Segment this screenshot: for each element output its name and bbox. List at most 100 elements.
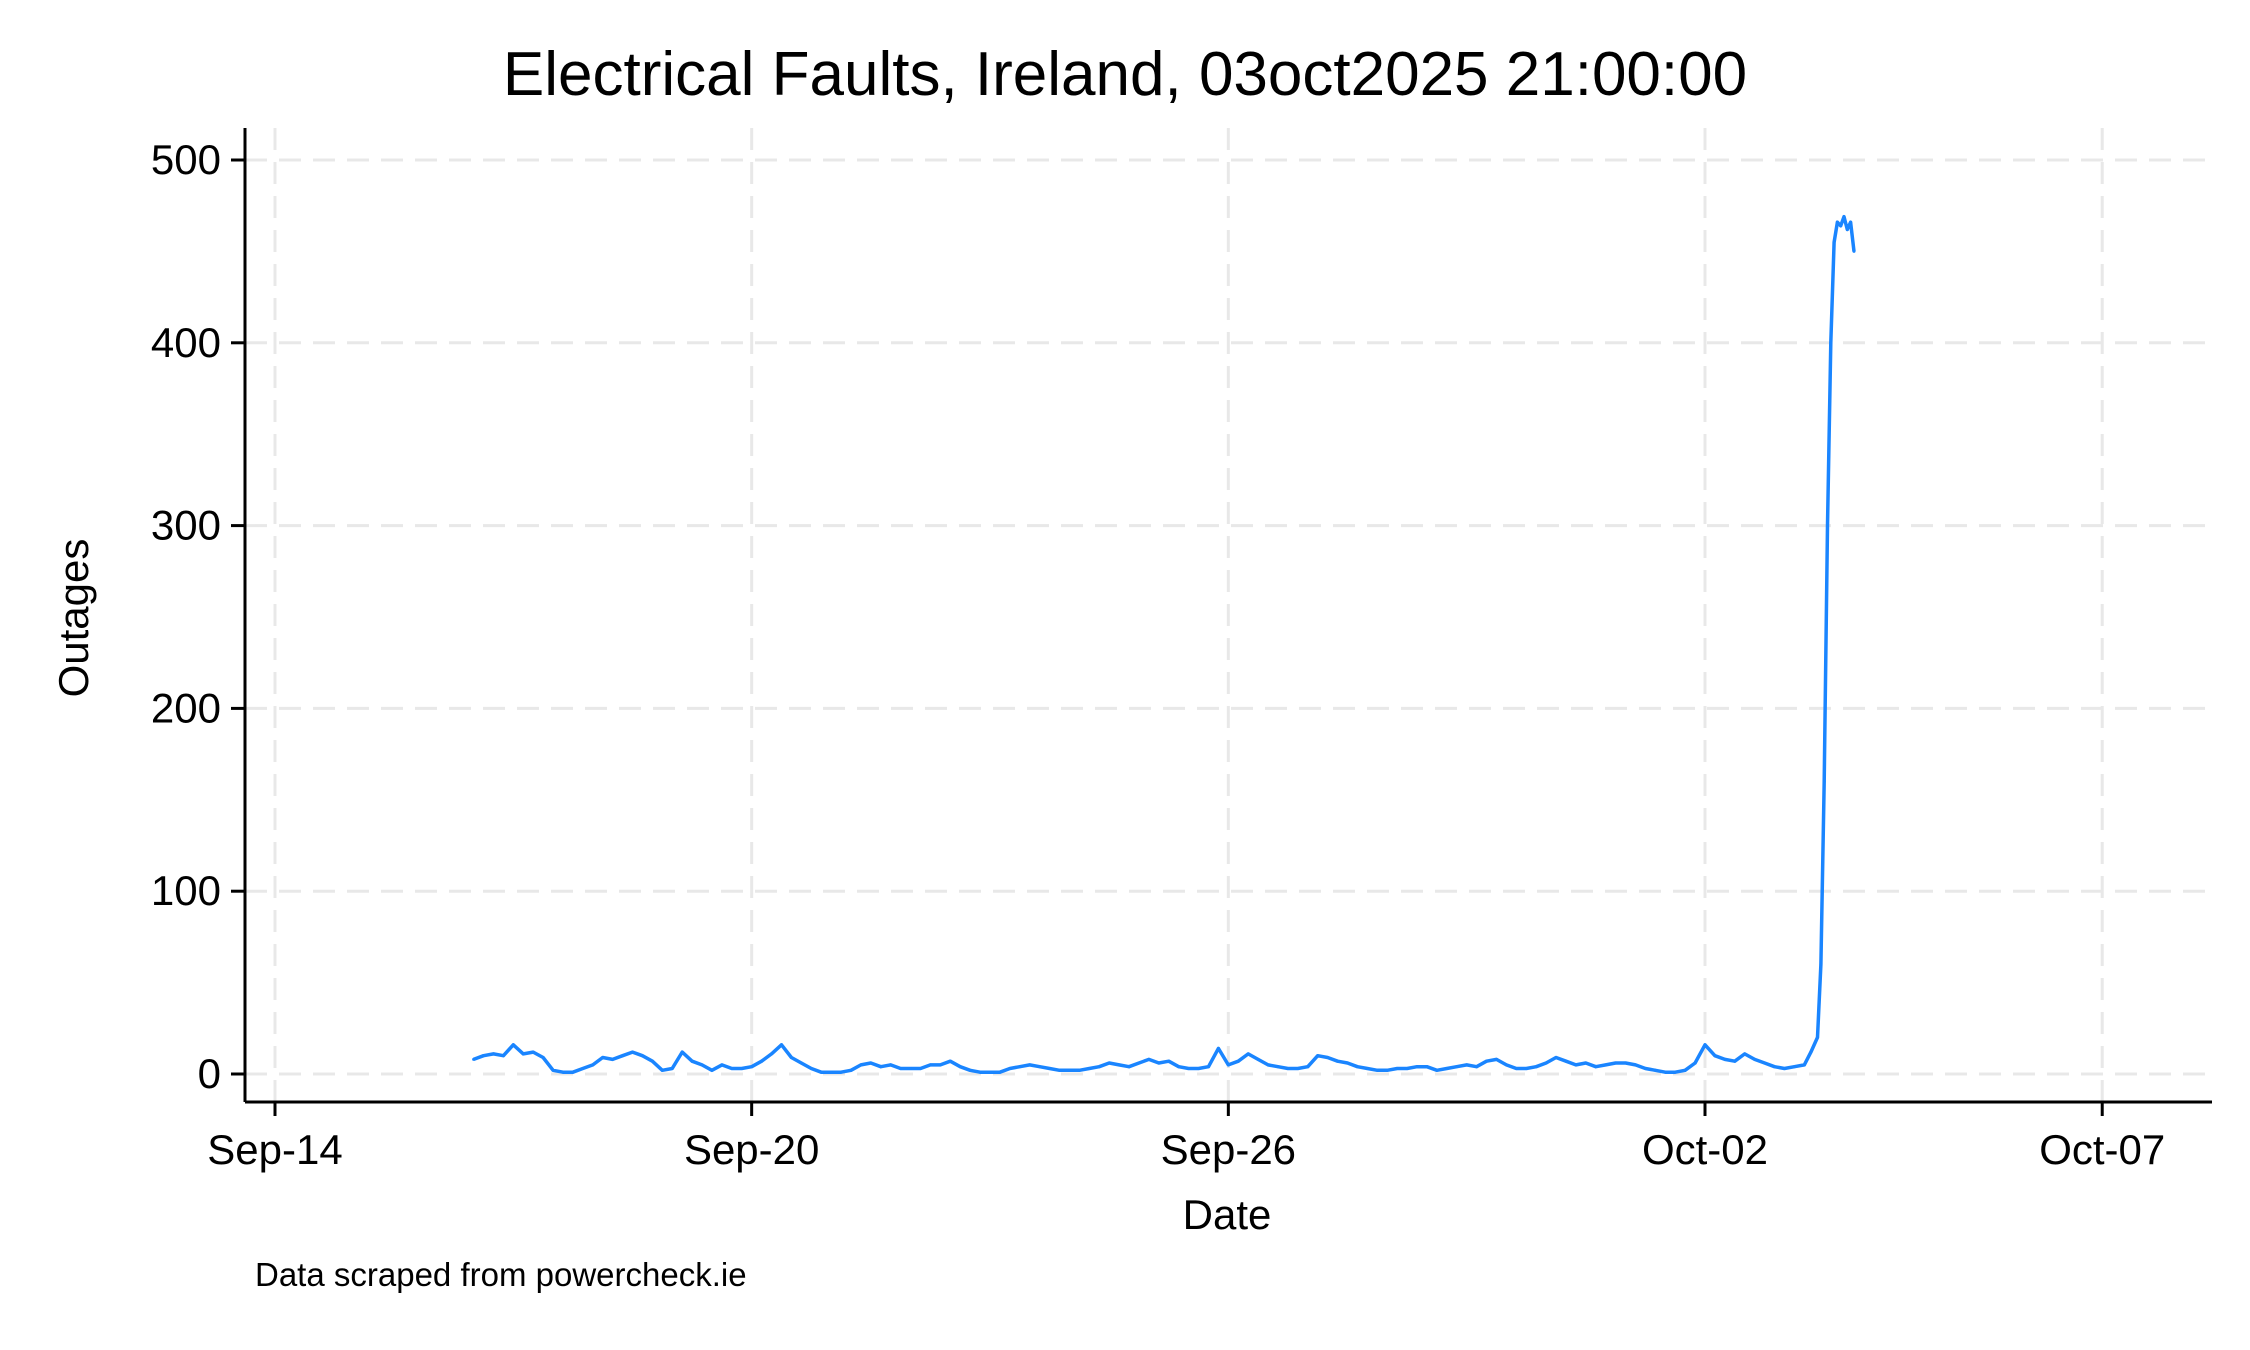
data-points <box>472 215 1856 1074</box>
data-point-30 <box>770 1052 773 1056</box>
x-axis-ticks: Sep-14 Sep-20 Sep-26 Oct-02 Oct-07 <box>207 1102 2165 1173</box>
data-point-4 <box>511 1043 515 1047</box>
data-point-132 <box>1782 1067 1786 1070</box>
data-point-68 <box>1147 1057 1151 1061</box>
data-point-120 <box>1663 1070 1667 1074</box>
data-point-29 <box>760 1059 764 1063</box>
data-point-45 <box>919 1067 922 1070</box>
data-point-1 <box>482 1054 485 1058</box>
data-point-7 <box>541 1056 545 1059</box>
data-point-40 <box>869 1061 873 1065</box>
data-point-22 <box>690 1059 694 1063</box>
data-point-87 <box>1336 1059 1340 1063</box>
data-point-96 <box>1425 1065 1429 1069</box>
data-point-111 <box>1574 1063 1578 1067</box>
data-point-125 <box>1713 1054 1717 1058</box>
y-axis-label: Outages <box>50 539 97 698</box>
data-point-25 <box>720 1063 724 1067</box>
data-point-129 <box>1753 1057 1757 1061</box>
data-point-127 <box>1733 1059 1737 1063</box>
data-point-81 <box>1276 1065 1280 1069</box>
chart-title: Electrical Faults, Ireland, 03oct2025 21… <box>503 40 1747 109</box>
data-point-2 <box>492 1052 495 1056</box>
series-line-outages <box>472 214 1856 1074</box>
data-point-10 <box>571 1070 575 1074</box>
data-point-16 <box>631 1050 634 1054</box>
x-tick-label-Oct-07: Oct-07 <box>2039 1126 2165 1173</box>
data-point-126 <box>1723 1057 1727 1061</box>
data-point-122 <box>1683 1068 1687 1072</box>
data-point-63 <box>1097 1065 1101 1069</box>
data-point-121 <box>1673 1070 1677 1074</box>
data-point-108 <box>1544 1061 1548 1065</box>
data-point-76 <box>1226 1063 1230 1067</box>
data-point-33 <box>799 1061 803 1065</box>
data-point-55 <box>1018 1065 1022 1069</box>
data-point-144 <box>1842 215 1846 219</box>
data-point-62 <box>1087 1067 1091 1070</box>
data-point-28 <box>750 1065 754 1069</box>
data-point-110 <box>1564 1059 1568 1063</box>
data-point-71 <box>1177 1065 1181 1069</box>
data-point-128 <box>1743 1052 1747 1056</box>
data-point-86 <box>1326 1056 1330 1059</box>
data-point-131 <box>1773 1065 1776 1069</box>
data-point-92 <box>1385 1068 1389 1072</box>
data-point-37 <box>839 1070 843 1074</box>
data-point-61 <box>1077 1068 1081 1072</box>
data-point-19 <box>660 1068 664 1072</box>
data-point-109 <box>1554 1056 1558 1059</box>
data-point-60 <box>1067 1068 1071 1072</box>
data-point-41 <box>879 1065 883 1069</box>
data-point-117 <box>1634 1063 1637 1067</box>
data-point-17 <box>640 1054 644 1058</box>
data-point-114 <box>1604 1063 1608 1067</box>
data-point-115 <box>1614 1061 1618 1065</box>
data-point-49 <box>958 1065 962 1069</box>
data-point-18 <box>650 1059 654 1063</box>
data-point-84 <box>1306 1065 1310 1069</box>
data-point-97 <box>1435 1068 1439 1072</box>
y-tick-label-200: 200 <box>151 684 221 731</box>
data-point-35 <box>819 1070 823 1074</box>
data-point-105 <box>1514 1067 1518 1070</box>
data-point-70 <box>1167 1059 1171 1063</box>
x-tick-label-Sep-14: Sep-14 <box>207 1126 342 1173</box>
data-point-8 <box>551 1068 555 1072</box>
data-point-36 <box>829 1070 833 1074</box>
data-point-136 <box>1816 1035 1819 1039</box>
data-point-14 <box>611 1057 615 1061</box>
data-point-3 <box>501 1054 505 1058</box>
data-point-78 <box>1246 1052 1250 1056</box>
data-point-27 <box>740 1067 744 1070</box>
data-point-72 <box>1187 1067 1191 1070</box>
data-point-140 <box>1829 341 1833 345</box>
data-point-147 <box>1852 249 1856 253</box>
data-point-73 <box>1197 1067 1200 1070</box>
data-point-139 <box>1826 524 1829 528</box>
x-axis-label: Date <box>1183 1191 1272 1238</box>
data-point-39 <box>859 1063 863 1067</box>
data-point-130 <box>1763 1061 1767 1065</box>
data-point-124 <box>1703 1043 1707 1047</box>
data-point-107 <box>1534 1065 1538 1069</box>
data-point-145 <box>1845 228 1849 231</box>
data-point-59 <box>1058 1068 1061 1072</box>
data-point-137 <box>1819 962 1823 966</box>
data-point-141 <box>1832 240 1836 244</box>
data-point-116 <box>1624 1061 1628 1065</box>
data-point-9 <box>561 1070 565 1074</box>
data-point-119 <box>1653 1068 1657 1072</box>
data-point-135 <box>1809 1050 1813 1054</box>
data-point-13 <box>601 1056 605 1059</box>
data-point-20 <box>670 1067 674 1070</box>
data-point-104 <box>1504 1063 1508 1067</box>
data-point-142 <box>1835 220 1839 224</box>
y-tick-label-300: 300 <box>151 502 221 549</box>
data-point-106 <box>1524 1067 1528 1070</box>
data-point-56 <box>1028 1063 1032 1067</box>
data-point-95 <box>1415 1065 1419 1069</box>
data-point-58 <box>1048 1067 1052 1070</box>
y-axis-ticks: 0 100 200 300 400 500 <box>151 136 245 1097</box>
